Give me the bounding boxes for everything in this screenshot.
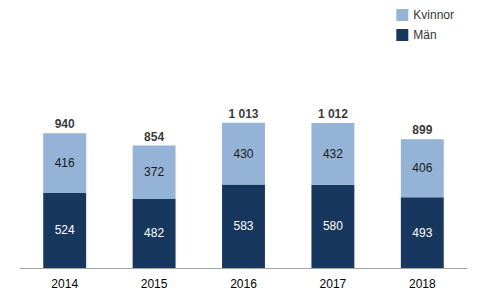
svg-text:416: 416 — [55, 156, 75, 170]
svg-text:583: 583 — [233, 219, 253, 233]
svg-text:2017: 2017 — [320, 277, 347, 291]
svg-text:493: 493 — [412, 226, 432, 240]
svg-text:Män: Män — [413, 28, 436, 42]
svg-text:854: 854 — [144, 130, 164, 144]
svg-text:432: 432 — [323, 147, 343, 161]
svg-text:899: 899 — [412, 123, 432, 137]
svg-text:Kvinnor: Kvinnor — [413, 8, 454, 22]
svg-text:2016: 2016 — [230, 277, 257, 291]
svg-text:580: 580 — [323, 219, 343, 233]
svg-text:406: 406 — [412, 161, 432, 175]
svg-text:430: 430 — [233, 147, 253, 161]
svg-text:1 013: 1 013 — [228, 107, 258, 121]
svg-text:524: 524 — [55, 223, 75, 237]
svg-text:2014: 2014 — [51, 277, 78, 291]
svg-text:2015: 2015 — [141, 277, 168, 291]
svg-text:482: 482 — [144, 226, 164, 240]
svg-text:372: 372 — [144, 165, 164, 179]
svg-text:1 012: 1 012 — [318, 107, 348, 121]
svg-text:940: 940 — [55, 117, 75, 131]
svg-text:2018: 2018 — [409, 277, 436, 291]
